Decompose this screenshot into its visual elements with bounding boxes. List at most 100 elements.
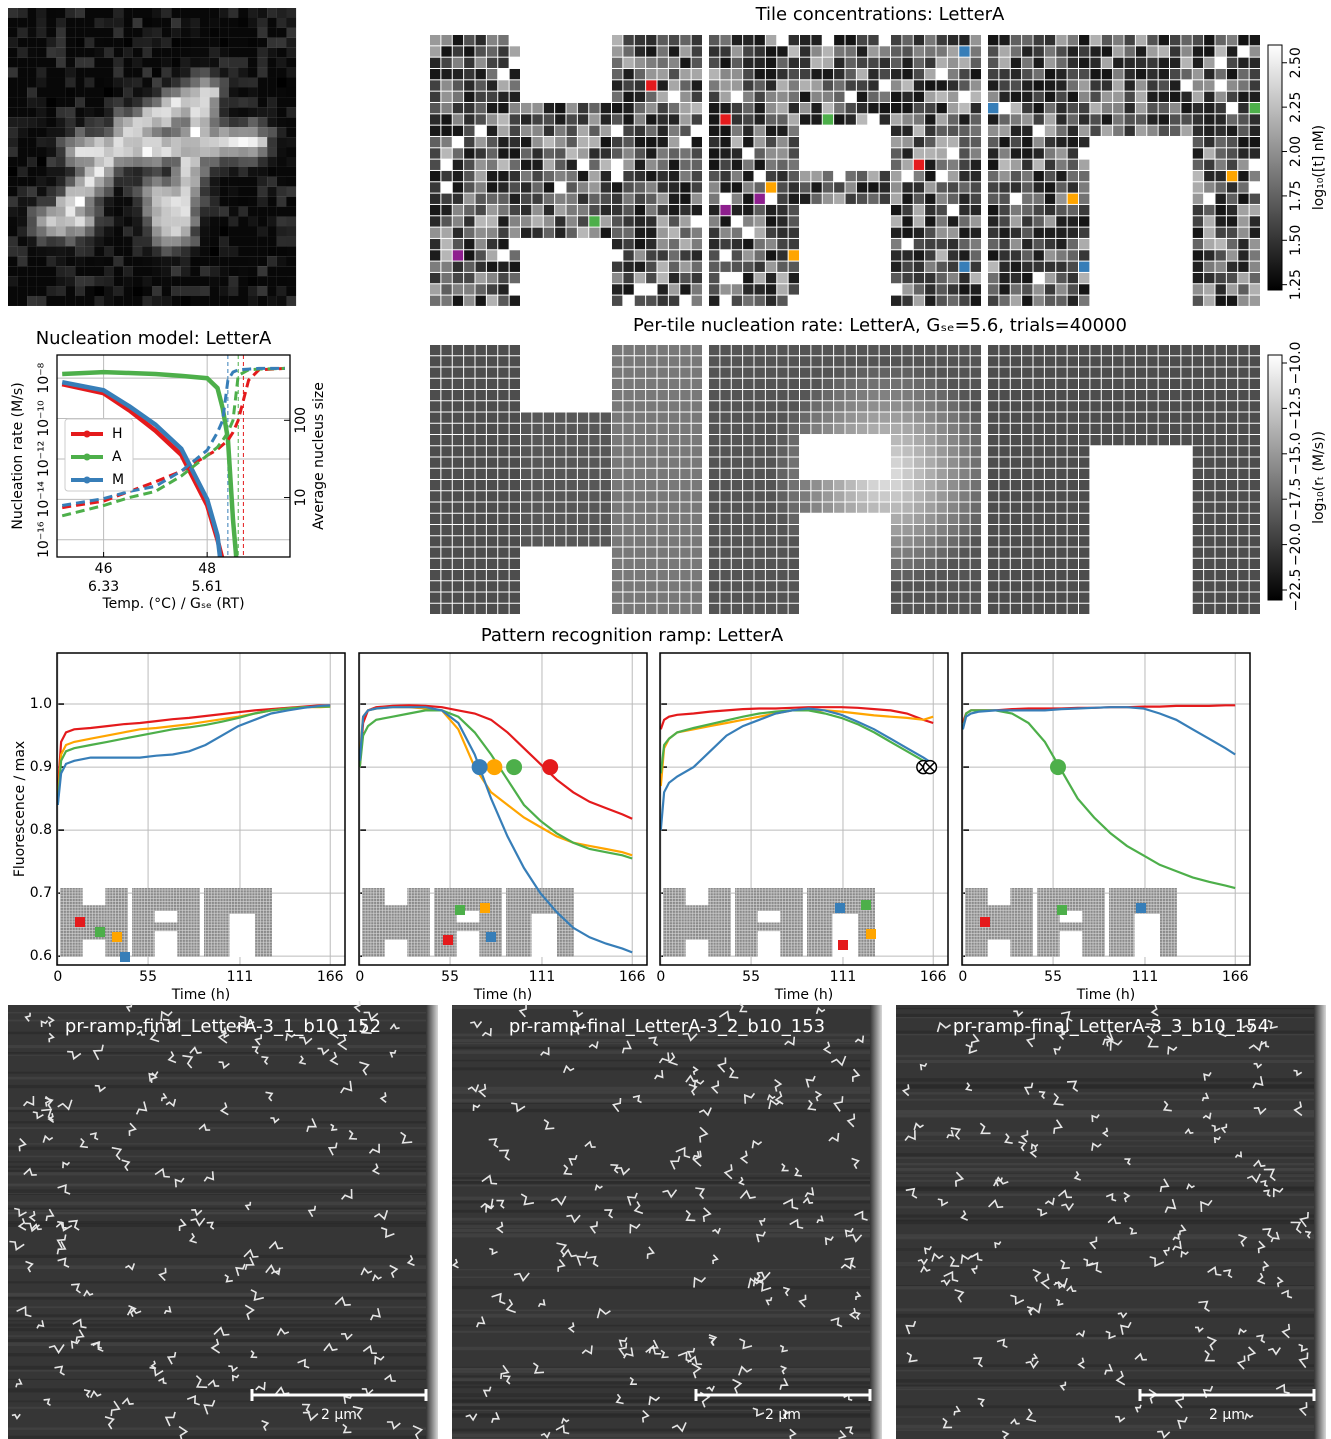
image-pixel xyxy=(27,137,37,148)
afm-feature xyxy=(662,1189,678,1199)
heatmap-cell xyxy=(452,570,464,581)
image-pixel xyxy=(171,266,181,277)
heatmap-cell xyxy=(532,412,543,423)
image-pixel xyxy=(65,256,76,267)
heatmap-cell xyxy=(765,35,777,46)
heatmap-cell xyxy=(498,435,509,446)
heatmap-cell xyxy=(1022,148,1033,159)
image-pixel xyxy=(286,176,297,187)
heatmap-cell xyxy=(959,570,970,581)
heatmap-cell xyxy=(566,227,577,238)
image-pixel xyxy=(161,236,172,247)
heatmap-cell xyxy=(879,114,890,125)
image-pixel xyxy=(56,147,66,158)
heatmap-cell xyxy=(1022,378,1033,389)
heatmap-cell xyxy=(970,159,981,170)
heatmap-cell xyxy=(731,35,743,46)
image-pixel xyxy=(257,186,268,197)
heatmap-cell xyxy=(657,390,668,401)
heatmap-cell xyxy=(1067,35,1078,46)
image-pixel xyxy=(267,216,277,227)
heatmap-cell xyxy=(1238,480,1249,491)
image-pixel xyxy=(180,186,191,197)
afm-feature xyxy=(1115,1415,1126,1423)
image-pixel xyxy=(267,67,277,78)
heatmap-cell xyxy=(1067,378,1078,389)
heatmap-cell xyxy=(1067,435,1078,446)
image-pixel xyxy=(200,97,210,108)
image-pixel xyxy=(123,276,133,287)
heatmap-cell xyxy=(668,525,680,536)
afm-feature xyxy=(1290,1221,1302,1234)
image-pixel xyxy=(161,37,172,48)
afm-feature xyxy=(566,1214,581,1224)
heatmap-cell xyxy=(822,367,834,378)
heatmap-cell xyxy=(800,367,811,378)
heatmap-cell xyxy=(1022,204,1033,216)
image-pixel xyxy=(286,87,297,98)
heatmap-cell xyxy=(999,35,1010,46)
heatmap-cell xyxy=(936,91,947,102)
heatmap-cell xyxy=(743,570,754,581)
heatmap-cell xyxy=(868,91,879,102)
heatmap-cell xyxy=(925,272,936,284)
heatmap-cell xyxy=(475,182,486,193)
heatmap-cell xyxy=(486,536,498,547)
image-pixel xyxy=(228,295,239,306)
heatmap-cell xyxy=(486,216,498,227)
heatmap-cell xyxy=(959,68,970,80)
afm-feature xyxy=(374,1355,385,1365)
afm-feature xyxy=(718,1010,735,1021)
inset-highlight xyxy=(835,903,845,913)
afm-feature xyxy=(261,1419,270,1431)
heatmap-cell xyxy=(555,435,566,446)
heatmap-cell xyxy=(743,592,754,603)
afm-feature xyxy=(386,1421,401,1430)
image-pixel xyxy=(56,166,66,177)
heatmap-cell xyxy=(777,435,788,446)
afm-feature xyxy=(629,1223,641,1234)
heatmap-cell xyxy=(612,261,623,272)
heatmap-cell xyxy=(464,57,475,68)
afm-feature xyxy=(562,1064,575,1074)
heatmap-cell xyxy=(925,170,936,182)
heatmap-cell xyxy=(777,170,788,182)
heatmap-cell xyxy=(1204,114,1215,125)
heatmap-cell xyxy=(532,480,543,491)
heatmap-cell xyxy=(947,170,959,182)
crossed-marker xyxy=(922,759,938,775)
heatmap-cell xyxy=(947,261,959,272)
heatmap-cell xyxy=(988,182,999,193)
heatmap-cell xyxy=(743,525,754,536)
heatmap-cell xyxy=(521,227,532,238)
heatmap-cell xyxy=(1215,513,1226,524)
heatmap-cell xyxy=(680,102,691,114)
afm-feature xyxy=(946,1129,955,1139)
heatmap-cell xyxy=(754,272,765,284)
heatmap-cell xyxy=(765,468,777,479)
heatmap-cell xyxy=(612,250,623,261)
image-pixel xyxy=(17,87,28,98)
heatmap-cell xyxy=(1067,295,1078,306)
heatmap-cell xyxy=(743,581,754,592)
heatmap-cell xyxy=(720,558,731,569)
heatmap-cell xyxy=(566,148,577,159)
heatmap-cell xyxy=(1215,272,1226,284)
heatmap-cell xyxy=(1033,547,1044,558)
heatmap-cell xyxy=(589,216,600,227)
heatmap-cell xyxy=(1056,457,1067,468)
heatmap-cell xyxy=(1249,68,1260,80)
afm-feature xyxy=(739,1150,748,1164)
heatmap-cell xyxy=(577,491,589,502)
heatmap-cell xyxy=(1056,136,1067,148)
afm-feature xyxy=(384,1373,396,1382)
heatmap-cell xyxy=(765,148,777,159)
heatmap-cell xyxy=(1067,592,1078,603)
heatmap-cell xyxy=(1147,68,1158,80)
heatmap-cell xyxy=(634,227,646,238)
heatmap-cell xyxy=(486,68,498,80)
inset-hole xyxy=(154,911,178,923)
heatmap-cell xyxy=(936,216,947,227)
inset-highlight xyxy=(838,940,848,950)
heatmap-cell xyxy=(623,46,634,57)
